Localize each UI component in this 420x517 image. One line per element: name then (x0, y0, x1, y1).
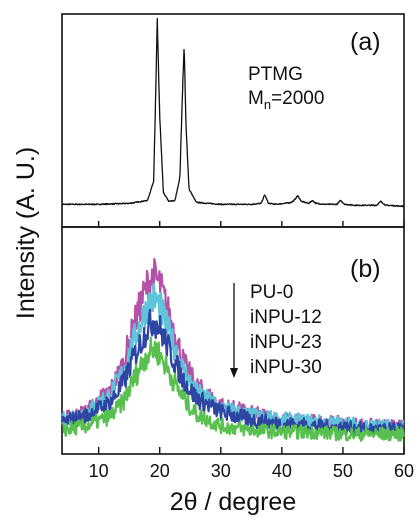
x-tick-label: 20 (150, 461, 170, 481)
series-line-ptmg (61, 17, 405, 208)
legend-item-pu-0: PU-0 (250, 282, 293, 303)
trend-arrow-head (230, 368, 238, 378)
x-tick-label: 60 (394, 461, 414, 481)
x-axis-ticks: 10 20 30 40 50 60 (89, 221, 414, 481)
panel-a-label: (a) (350, 28, 381, 56)
sample-name: PTMG (248, 64, 303, 85)
panel-b-label: (b) (350, 255, 381, 283)
panel-b-series (60, 258, 405, 442)
legend-item-inpu-30: iNPU-30 (250, 357, 322, 378)
y-axis-label: Intensity (A. U.) (12, 147, 40, 319)
mw-value: =2000 (271, 88, 324, 109)
x-tick-label: 10 (89, 461, 109, 481)
x-tick-label: 50 (333, 461, 353, 481)
mw-symbol: M (248, 88, 264, 109)
legend-item-inpu-12: iNPU-12 (250, 307, 322, 328)
mw-subscript: n (264, 97, 271, 112)
x-tick-label: 40 (272, 461, 292, 481)
legend-item-inpu-23: iNPU-23 (250, 332, 322, 353)
x-axis-label: 2θ / degree (170, 488, 297, 516)
panel-a-series (61, 17, 405, 208)
panel-b-frame (61, 226, 405, 455)
series-line-inpu-30 (61, 336, 405, 442)
x-axis-symbol: 2θ (170, 488, 198, 516)
x-tick-label: 30 (211, 461, 231, 481)
molecular-weight: Mn=2000 (248, 88, 324, 112)
x-axis-unit: / degree (198, 488, 297, 516)
